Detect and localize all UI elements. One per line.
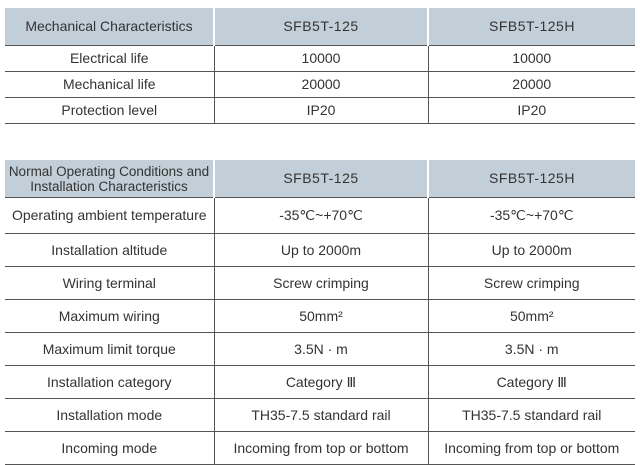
header-cell: Normal Operating Conditions and Installa…	[5, 160, 214, 198]
table-row: Electrical life 10000 10000	[5, 45, 635, 72]
table-row: Protection level IP20 IP20	[5, 97, 635, 124]
header-cell: SFB5T-125	[213, 8, 428, 46]
row-value: 10000	[213, 45, 428, 72]
row-label: Protection level	[5, 97, 214, 124]
table-header: Normal Operating Conditions and Installa…	[5, 160, 635, 198]
header-cell: SFB5T-125H	[427, 160, 635, 198]
row-label: Electrical life	[5, 45, 214, 72]
row-value: 20000	[427, 71, 635, 98]
row-value: 50mm²	[213, 299, 428, 333]
mechanical-characteristics-table: Mechanical Characteristics SFB5T-125 SFB…	[5, 8, 635, 124]
row-value: 50mm²	[427, 299, 635, 333]
row-value: TH35-7.5 standard rail	[427, 398, 635, 432]
row-label: Incoming mode	[5, 431, 214, 465]
operating-conditions-table: Normal Operating Conditions and Installa…	[5, 160, 635, 465]
row-value: IP20	[213, 97, 428, 124]
row-value: Up to 2000m	[213, 233, 428, 267]
table-header: Mechanical Characteristics SFB5T-125 SFB…	[5, 8, 635, 46]
table-row: Installation category Category Ⅲ Category …	[5, 365, 635, 399]
header-cell: Mechanical Characteristics	[5, 8, 214, 46]
header-cell: SFB5T-125	[213, 160, 428, 198]
row-label: Maximum wiring	[5, 299, 214, 333]
row-value: IP20	[427, 97, 635, 124]
table-row: Maximum limit torque 3.5N · m 3.5N · m	[5, 332, 635, 366]
row-value: Up to 2000m	[427, 233, 635, 267]
row-value: 20000	[213, 71, 428, 98]
table-row: Installation altitude Up to 2000m Up to 20…	[5, 233, 635, 267]
row-label: Mechanical life	[5, 71, 214, 98]
row-value: Screw crimping	[213, 266, 428, 300]
row-value: Category Ⅲ	[427, 365, 635, 399]
table-row: Wiring terminal Screw crimping Screw crimp…	[5, 266, 635, 300]
row-label: Installation category	[5, 365, 214, 399]
row-label: Wiring terminal	[5, 266, 214, 300]
row-value: Screw crimping	[427, 266, 635, 300]
row-value: Incoming from top or bottom	[213, 431, 428, 465]
row-label: Maximum limit torque	[5, 332, 214, 366]
row-value: -35℃~+70℃	[427, 197, 635, 234]
row-value: 3.5N · m	[427, 332, 635, 366]
table-row: Mechanical life 20000 20000	[5, 71, 635, 98]
row-label: Installation mode	[5, 398, 214, 432]
row-value: TH35-7.5 standard rail	[213, 398, 428, 432]
table-row: Operating ambient temperature -35℃~+70℃ -3…	[5, 197, 635, 234]
table-row: Installation mode TH35-7.5 standard rail T…	[5, 398, 635, 432]
table-row: Incoming mode Incoming from top or bottom…	[5, 431, 635, 465]
row-value: Category Ⅲ	[213, 365, 428, 399]
row-value: 3.5N · m	[213, 332, 428, 366]
row-label: Operating ambient temperature	[5, 197, 214, 234]
row-label: Installation altitude	[5, 233, 214, 267]
row-value: -35℃~+70℃	[213, 197, 428, 234]
row-value: Incoming from top or bottom	[427, 431, 635, 465]
header-cell: SFB5T-125H	[427, 8, 635, 46]
row-value: 10000	[427, 45, 635, 72]
table-row: Maximum wiring 50mm² 50mm²	[5, 299, 635, 333]
